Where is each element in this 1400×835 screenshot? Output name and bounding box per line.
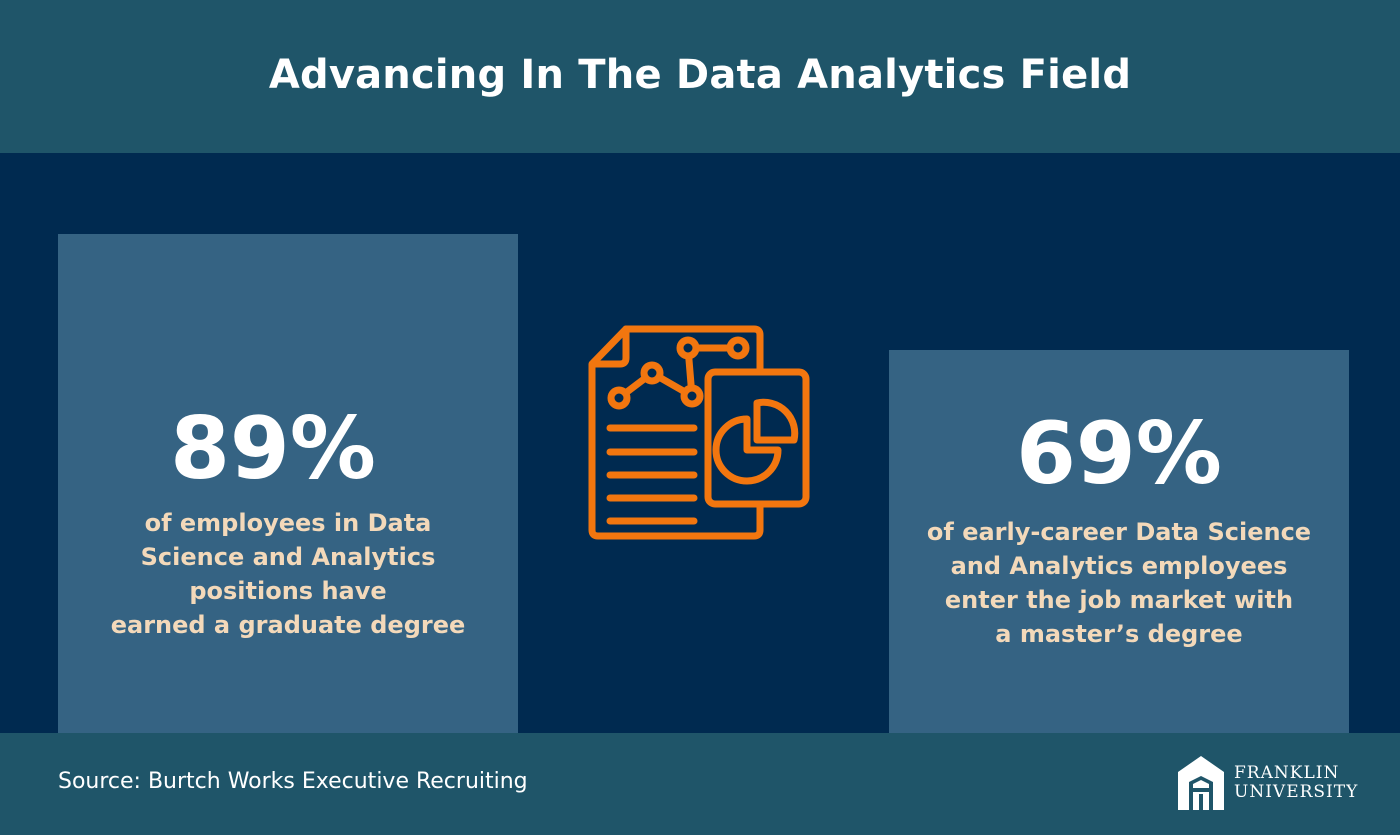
stat-value: 89%	[170, 399, 376, 499]
page-title: Advancing In The Data Analytics Field	[268, 51, 1132, 98]
header-banner: Advancing In The Data Analytics Field	[0, 0, 1400, 153]
stat-card-graduate-degree: 89% of employees in Data Science and Ana…	[58, 234, 518, 733]
franklin-logo-mark-icon	[1178, 756, 1224, 810]
logo-line-1: FRANKLIN	[1234, 763, 1340, 783]
logo-line-2: UNIVERSITY	[1234, 782, 1359, 802]
logo-wordmark: FRANKLIN UNIVERSITY	[1234, 764, 1358, 802]
source-citation: Source: Burtch Works Executive Recruitin…	[58, 769, 528, 794]
stat-description: of employees in Data Science and Analyti…	[110, 509, 466, 639]
report-chart-icon	[586, 324, 814, 544]
stat-description: of early-career Data Science and Analyti…	[926, 518, 1312, 648]
footer-banner: Source: Burtch Works Executive Recruitin…	[0, 733, 1400, 835]
franklin-university-logo: FRANKLIN UNIVERSITY	[1176, 753, 1366, 813]
stat-value: 69%	[1016, 404, 1222, 504]
stat-card-masters-degree: 69% of early-career Data Science and Ana…	[889, 350, 1349, 733]
